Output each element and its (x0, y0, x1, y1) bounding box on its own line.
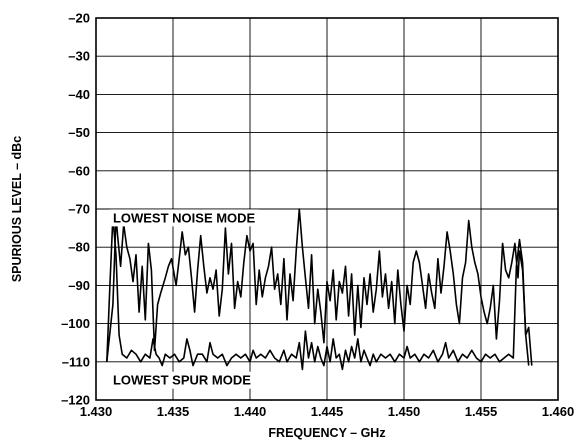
annotation-background (109, 209, 259, 227)
annotation-background (109, 371, 255, 389)
y-tick-label: –40 (68, 87, 90, 102)
gridlines (95, 17, 559, 401)
y-axis-ticks: –20 –30 –40 –50 –60 –70 –80 –90 –100 –110 –120 (61, 11, 90, 408)
y-tick-label: –70 (68, 202, 90, 217)
y-tick-label: –50 (68, 125, 90, 140)
annotation-text: LOWEST SPUR MODE (113, 373, 251, 388)
plot-frame (95, 17, 559, 401)
x-tick-label: 1.460 (542, 404, 575, 419)
x-tick-label: 1.445 (311, 404, 344, 419)
y-tick-label: –100 (61, 316, 90, 331)
x-tick-label: 1.450 (388, 404, 421, 419)
x-tick-label: 1.430 (80, 404, 113, 419)
y-tick-label: –120 (61, 393, 90, 408)
series-lowest-spur-mode (106, 215, 530, 371)
annotation-lowest-spur-mode: LOWEST SPUR MODE (109, 371, 255, 389)
y-axis-label: SPURIOUS LEVEL – dBc (10, 136, 24, 282)
y-tick-label: –90 (68, 278, 90, 293)
annotations: LOWEST NOISE MODE LOWEST SPUR MODE (109, 209, 259, 389)
x-axis-ticks: 1.430 1.435 1.440 1.445 1.450 1.455 1.460 (80, 404, 575, 419)
y-tick-label: –30 (68, 49, 90, 64)
y-tick-label: –20 (68, 11, 90, 26)
y-tick-label: –60 (68, 163, 90, 178)
x-tick-label: 1.440 (234, 404, 267, 419)
x-axis-label: FREQUENCY – GHz (268, 426, 385, 440)
x-tick-label: 1.435 (157, 404, 190, 419)
x-tick-label: 1.455 (465, 404, 498, 419)
y-tick-label: –110 (62, 354, 90, 369)
series-lowest-noise-mode (106, 208, 533, 366)
series-layer (106, 208, 533, 371)
annotation-text: LOWEST NOISE MODE (113, 210, 256, 225)
y-tick-label: –80 (68, 240, 90, 255)
annotation-lowest-noise-mode: LOWEST NOISE MODE (109, 209, 259, 227)
